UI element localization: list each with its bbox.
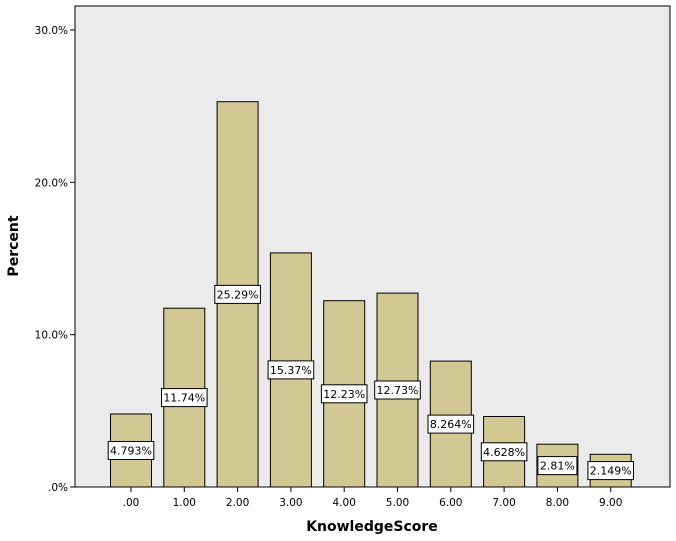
- data-label-2: 11.74%: [161, 388, 208, 408]
- data-label-box: [107, 441, 155, 460]
- data-label-text: 11.74%: [163, 392, 205, 405]
- x-tick-label: 6.00: [439, 497, 462, 509]
- x-tick-label: 7.00: [492, 497, 515, 509]
- data-label-box: [480, 442, 528, 462]
- data-label-box: [427, 414, 475, 434]
- x-tick-label: 8.00: [546, 497, 569, 509]
- data-label-5: 12.23%: [320, 384, 368, 404]
- data-label-9: 2.81%: [537, 456, 578, 476]
- data-label-10: 2.149%: [587, 461, 635, 481]
- data-label-box: [161, 388, 208, 408]
- x-tick-label: 3.00: [279, 497, 302, 509]
- y-axis-title: Percent: [6, 215, 22, 276]
- data-label-box: [320, 384, 368, 404]
- y-axis: .0% 10.0% 20.0% 30.0%: [35, 25, 75, 494]
- data-label-text: 25.29%: [217, 288, 259, 301]
- data-label-box: [587, 461, 635, 481]
- data-label-4: 15.37%: [267, 360, 315, 380]
- x-tick-label: .00: [123, 497, 140, 509]
- data-label-text: 12.73%: [377, 384, 419, 397]
- x-tick-label: 5.00: [386, 497, 409, 509]
- data-label-text: 2.149%: [590, 465, 632, 478]
- data-label-text: 4.628%: [483, 446, 525, 459]
- data-label-7: 8.264%: [427, 414, 475, 434]
- data-label-box: [537, 456, 578, 476]
- data-label-8: 4.628%: [480, 442, 528, 462]
- data-label-box: [267, 360, 315, 380]
- data-label-3: 25.29%: [214, 284, 261, 304]
- data-label-text: 4.793%: [110, 444, 152, 457]
- data-label-text: 2.81%: [540, 460, 575, 473]
- data-label-1: 4.793%: [107, 441, 155, 460]
- y-tick-label: .0%: [48, 482, 68, 494]
- x-axis-title: KnowledgeScore: [306, 519, 438, 535]
- y-tick-label: 30.0%: [35, 25, 68, 37]
- y-tick-label: 10.0%: [35, 330, 68, 342]
- data-label-text: 15.37%: [270, 364, 312, 377]
- y-tick-label: 20.0%: [35, 177, 68, 189]
- data-label-text: 12.23%: [323, 388, 365, 401]
- x-tick-label: 4.00: [333, 497, 356, 509]
- x-axis: .00 1.00 2.00 3.00 4.00 5.00 6.00 7.00 8.00 9.00: [123, 487, 622, 509]
- x-tick-label: 9.00: [599, 497, 622, 509]
- data-label-box: [214, 284, 261, 304]
- data-labels: 4.793% 11.74% 25.29% 15.37% 12.23% 12.73% 8.26…: [107, 284, 635, 481]
- x-tick-label: 2.00: [226, 497, 249, 509]
- data-label-text: 8.264%: [430, 418, 472, 431]
- data-label-box: [374, 380, 421, 400]
- data-label-6: 12.73%: [374, 380, 421, 400]
- x-tick-label: 1.00: [173, 497, 196, 509]
